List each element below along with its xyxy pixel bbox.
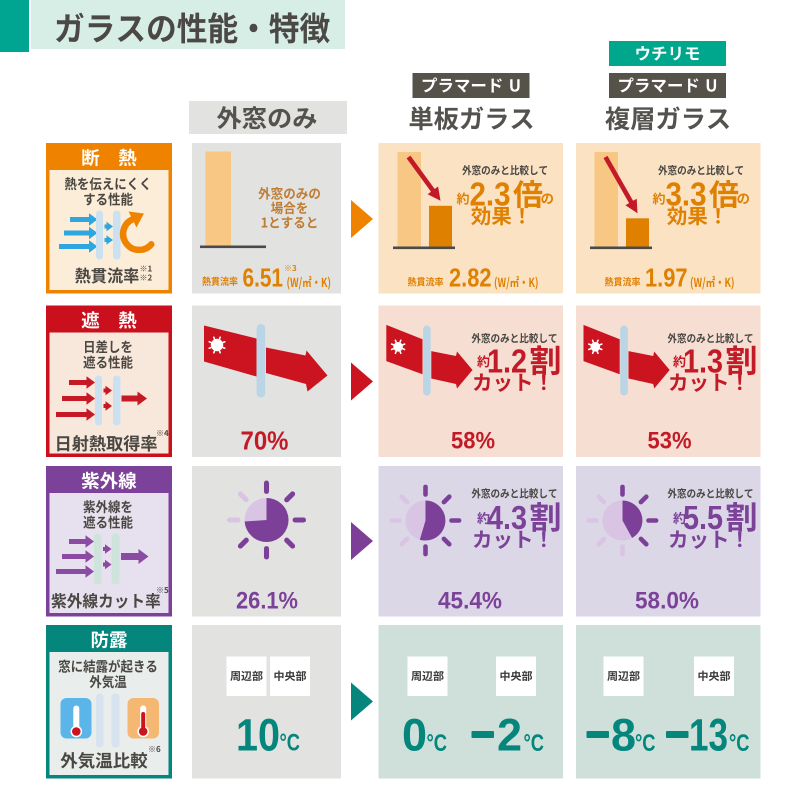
svg-text:10: 10	[236, 710, 280, 761]
svg-text:°C: °C	[729, 730, 750, 757]
svg-text:58%: 58%	[451, 428, 495, 455]
svg-text:6.51: 6.51	[243, 263, 284, 293]
svg-text:°C: °C	[280, 730, 301, 757]
svg-text:45.4%: 45.4%	[438, 587, 502, 614]
svg-text:2.82: 2.82	[449, 263, 492, 293]
svg-text:26.1%: 26.1%	[236, 588, 298, 615]
svg-text:53%: 53%	[648, 428, 692, 455]
svg-text:0: 0	[402, 710, 427, 761]
svg-text:1.2: 1.2	[487, 342, 527, 379]
svg-text:1.97: 1.97	[645, 263, 688, 293]
svg-text:1.3: 1.3	[683, 342, 723, 379]
svg-text:°C: °C	[524, 730, 545, 757]
svg-text:58.0%: 58.0%	[635, 587, 699, 614]
svg-text:4.3: 4.3	[487, 499, 527, 536]
svg-text:°C: °C	[635, 730, 656, 757]
svg-text:13: 13	[689, 710, 728, 761]
svg-text:2: 2	[497, 710, 522, 761]
svg-text:5.5: 5.5	[683, 499, 723, 536]
svg-text:°C: °C	[427, 730, 448, 757]
svg-text:70%: 70%	[241, 426, 289, 456]
svg-text:8: 8	[611, 710, 636, 761]
